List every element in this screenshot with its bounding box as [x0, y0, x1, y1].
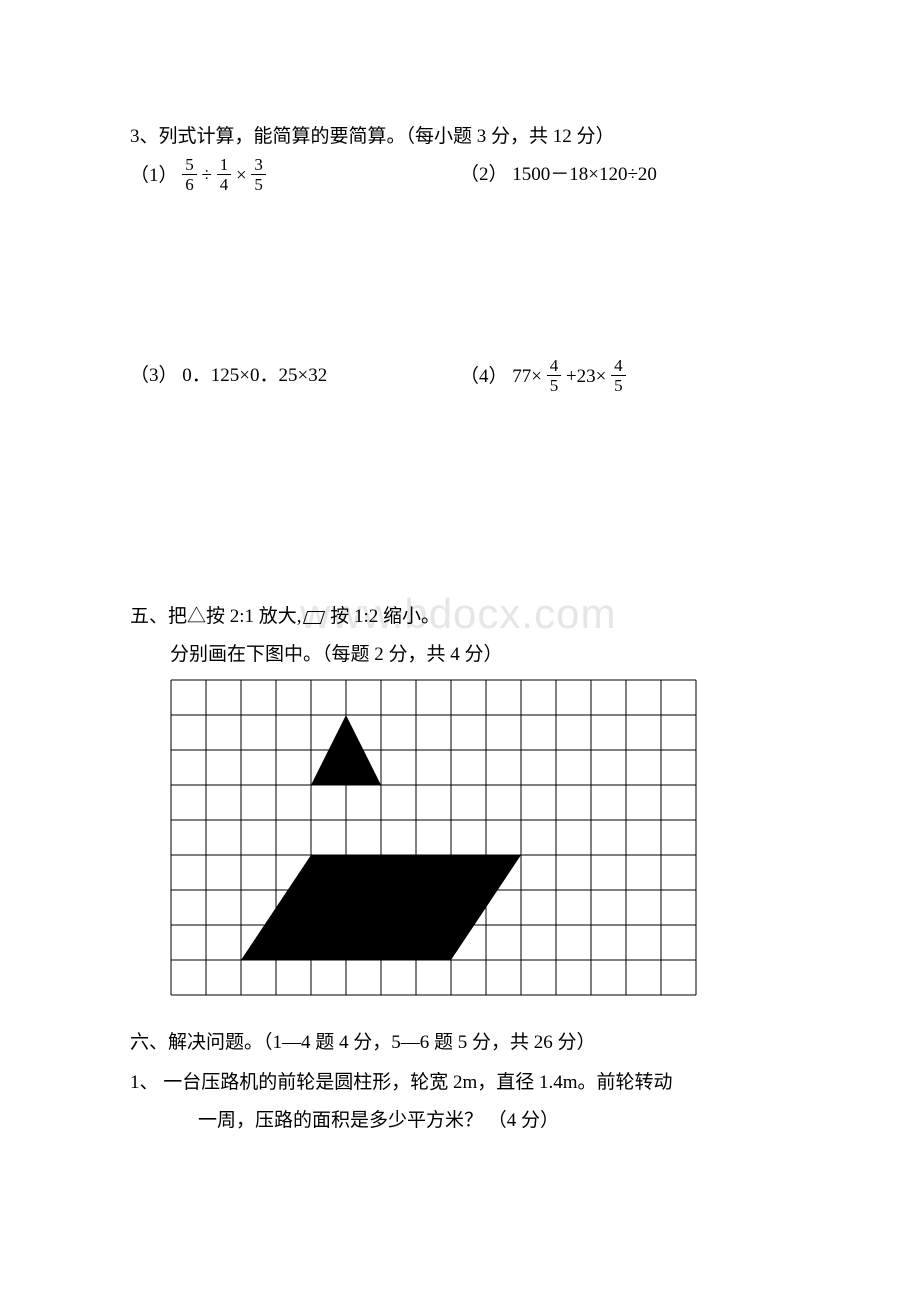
problem-2: （2） 1500－18×120÷20: [460, 158, 790, 195]
p1-op2: ×: [236, 165, 247, 186]
problem-3: （3） 0．125×0．25×32: [130, 359, 460, 396]
frac-4-5b: 45: [611, 357, 626, 394]
p3-label: （3）: [130, 365, 178, 386]
section5-line1: 五、把△按 2:1 放大, 按 1:2 缩小。: [130, 600, 790, 634]
grid-svg: [170, 679, 697, 996]
q1-line2: 一周，压路的面积是多少平方米？ （4 分）: [130, 1104, 790, 1138]
grid-figure: [170, 679, 790, 996]
problem-row-1: （1） 56 ÷ 14 × 35 （2） 1500－18×120÷20: [130, 158, 790, 195]
q1-line1: 1、 一台压路机的前轮是圆柱形，轮宽 2m，直径 1.4m。前轮转动: [130, 1066, 790, 1100]
frac-1-4: 14: [217, 156, 232, 193]
p4-label: （4） 77×: [460, 366, 542, 387]
p4-mid: +23×: [566, 366, 606, 387]
p1-op1: ÷: [202, 165, 212, 186]
problem-4: （4） 77× 45 +23× 45: [460, 359, 790, 396]
frac-4-5a: 45: [547, 357, 562, 394]
frac-5-6: 56: [182, 156, 197, 193]
p2-label: （2）: [460, 164, 508, 185]
page-content: 3、列式计算，能简算的要简算。（每小题 3 分，共 12 分） （1） 56 ÷…: [130, 120, 790, 1138]
problem-row-2: （3） 0．125×0．25×32 （4） 77× 45 +23× 45: [130, 359, 790, 396]
section5-line2: 分别画在下图中。（每题 2 分，共 4 分）: [130, 638, 790, 672]
problem-1: （1） 56 ÷ 14 × 35: [130, 158, 460, 195]
section3-title: 3、列式计算，能简算的要简算。（每小题 3 分，共 12 分）: [130, 120, 790, 154]
frac-3-5: 35: [251, 156, 266, 193]
parallelogram-icon: [302, 611, 324, 624]
p2-expr: 1500－18×120÷20: [512, 164, 657, 185]
p3-expr: 0．125×0．25×32: [182, 365, 327, 386]
s5-l1-post: 按 1:2 缩小。: [326, 606, 441, 627]
p1-label: （1）: [130, 165, 178, 186]
section6-title: 六、解决问题。（1—4 题 4 分，5—6 题 5 分，共 26 分）: [130, 1026, 790, 1060]
s5-l1-pre: 五、把△按 2:1 放大,: [130, 606, 302, 627]
